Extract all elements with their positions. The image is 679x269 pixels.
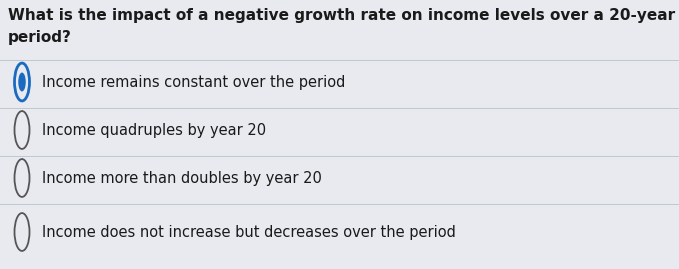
Ellipse shape [18,73,26,91]
Text: Income does not increase but decreases over the period: Income does not increase but decreases o… [42,225,456,239]
Text: What is the impact of a negative growth rate on income levels over a 20-year: What is the impact of a negative growth … [8,8,675,23]
Text: Income quadruples by year 20: Income quadruples by year 20 [42,122,266,137]
Text: period?: period? [8,30,72,45]
Text: Income more than doubles by year 20: Income more than doubles by year 20 [42,171,322,186]
Text: Income remains constant over the period: Income remains constant over the period [42,75,346,90]
